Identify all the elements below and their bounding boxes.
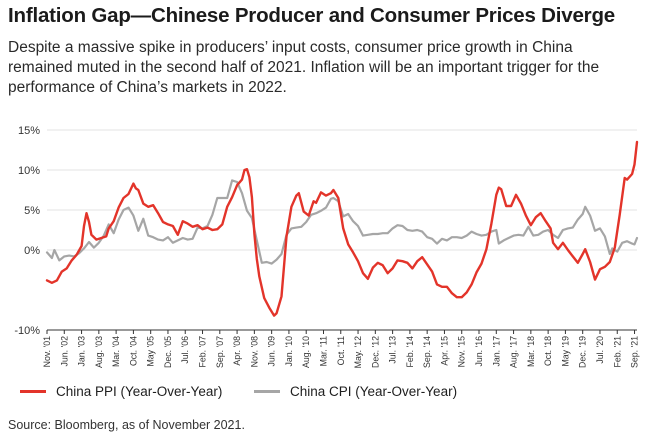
x-tick-label: Aug. '03 [94, 336, 104, 368]
x-tick-label: Oct. '18 [543, 336, 553, 366]
chart-legend: China PPI (Year-Over-Year) China CPI (Ye… [20, 384, 640, 406]
chart-title: Inflation Gap—Chinese Producer and Consu… [8, 4, 615, 27]
y-tick-label: 15% [18, 125, 40, 137]
x-tick-label: Jun. '09 [267, 336, 277, 367]
line-chart: 15% 10% 5% 0% -10% Nov. '01 Jun. '02 Jan. '03 Au… [0, 118, 645, 380]
x-tick-label: Mar. '11 [318, 336, 328, 366]
x-tick-label: Jan. '17 [491, 336, 501, 367]
x-tick-label: Jul. '20 [595, 336, 605, 364]
x-tick-label: May '05 [146, 336, 156, 367]
x-tick-label: Mar. '04 [111, 336, 121, 367]
x-tick-label: Feb. '14 [405, 336, 415, 368]
x-tick-label: Jul. '06 [180, 336, 190, 364]
x-tick-label: May. '12 [353, 336, 363, 368]
x-tick-label: Nov. '01 [42, 336, 52, 367]
legend-item-cpi: China CPI (Year-Over-Year) [254, 384, 457, 399]
x-tick-label: Sep. '21 [630, 336, 640, 368]
legend-label-ppi: China PPI (Year-Over-Year) [56, 384, 223, 399]
legend-swatch-ppi [20, 390, 46, 393]
x-tick-label: Sep. '14 [422, 336, 432, 368]
line-chart-svg: 15% 10% 5% 0% -10%Nov. '01 Jun. '02 Jan. '03 Au… [14, 125, 640, 368]
x-tick-label: Feb. '21 [612, 336, 622, 368]
x-tick-label: Aug. '10 [301, 336, 311, 368]
x-tick-label: Mar. '18 [526, 336, 536, 367]
x-tick-label: Apr. '15 [439, 336, 449, 366]
x-tick-label: Oct. '04 [128, 336, 138, 366]
y-tick-label: 5% [24, 205, 40, 217]
x-tick-label: Jun. '16 [474, 336, 484, 367]
x-tick-label: Nov. '15 [457, 336, 467, 367]
chart-subtitle: Despite a massive spike in producers’ in… [8, 39, 600, 96]
x-tick-label: Feb. '07 [198, 336, 208, 368]
source-note: Source: Bloomberg, as of November 2021. [8, 418, 245, 432]
x-tick-label: Jun. '02 [59, 336, 69, 367]
x-tick-label: Sep. '07 [215, 336, 225, 368]
x-tick-label: Oct. '11 [336, 336, 346, 365]
cpi-series-line [45, 179, 639, 265]
x-tick-label: Jan. '03 [77, 336, 87, 367]
ppi-series-line [45, 140, 639, 317]
x-tick-label: Jul. '13 [388, 336, 398, 364]
x-tick-label: Nov. '08 [249, 336, 259, 367]
y-tick-label: -10% [14, 325, 40, 337]
x-tick-label: Dec. '19 [578, 336, 588, 368]
x-tick-label: Dec. '05 [163, 336, 173, 368]
y-tick-label: 10% [18, 165, 40, 177]
y-tick-label: 0% [24, 245, 40, 257]
x-tick-label: May '19 [560, 336, 570, 367]
x-tick-label: Aug. '17 [509, 336, 519, 368]
x-tick-label: Apr. '08 [232, 336, 242, 366]
legend-label-cpi: China CPI (Year-Over-Year) [290, 384, 458, 399]
x-tick-label: Dec. '12 [370, 336, 380, 368]
legend-swatch-cpi [254, 390, 280, 393]
legend-item-ppi: China PPI (Year-Over-Year) [20, 384, 222, 399]
x-tick-label: Jan. '10 [284, 336, 294, 367]
